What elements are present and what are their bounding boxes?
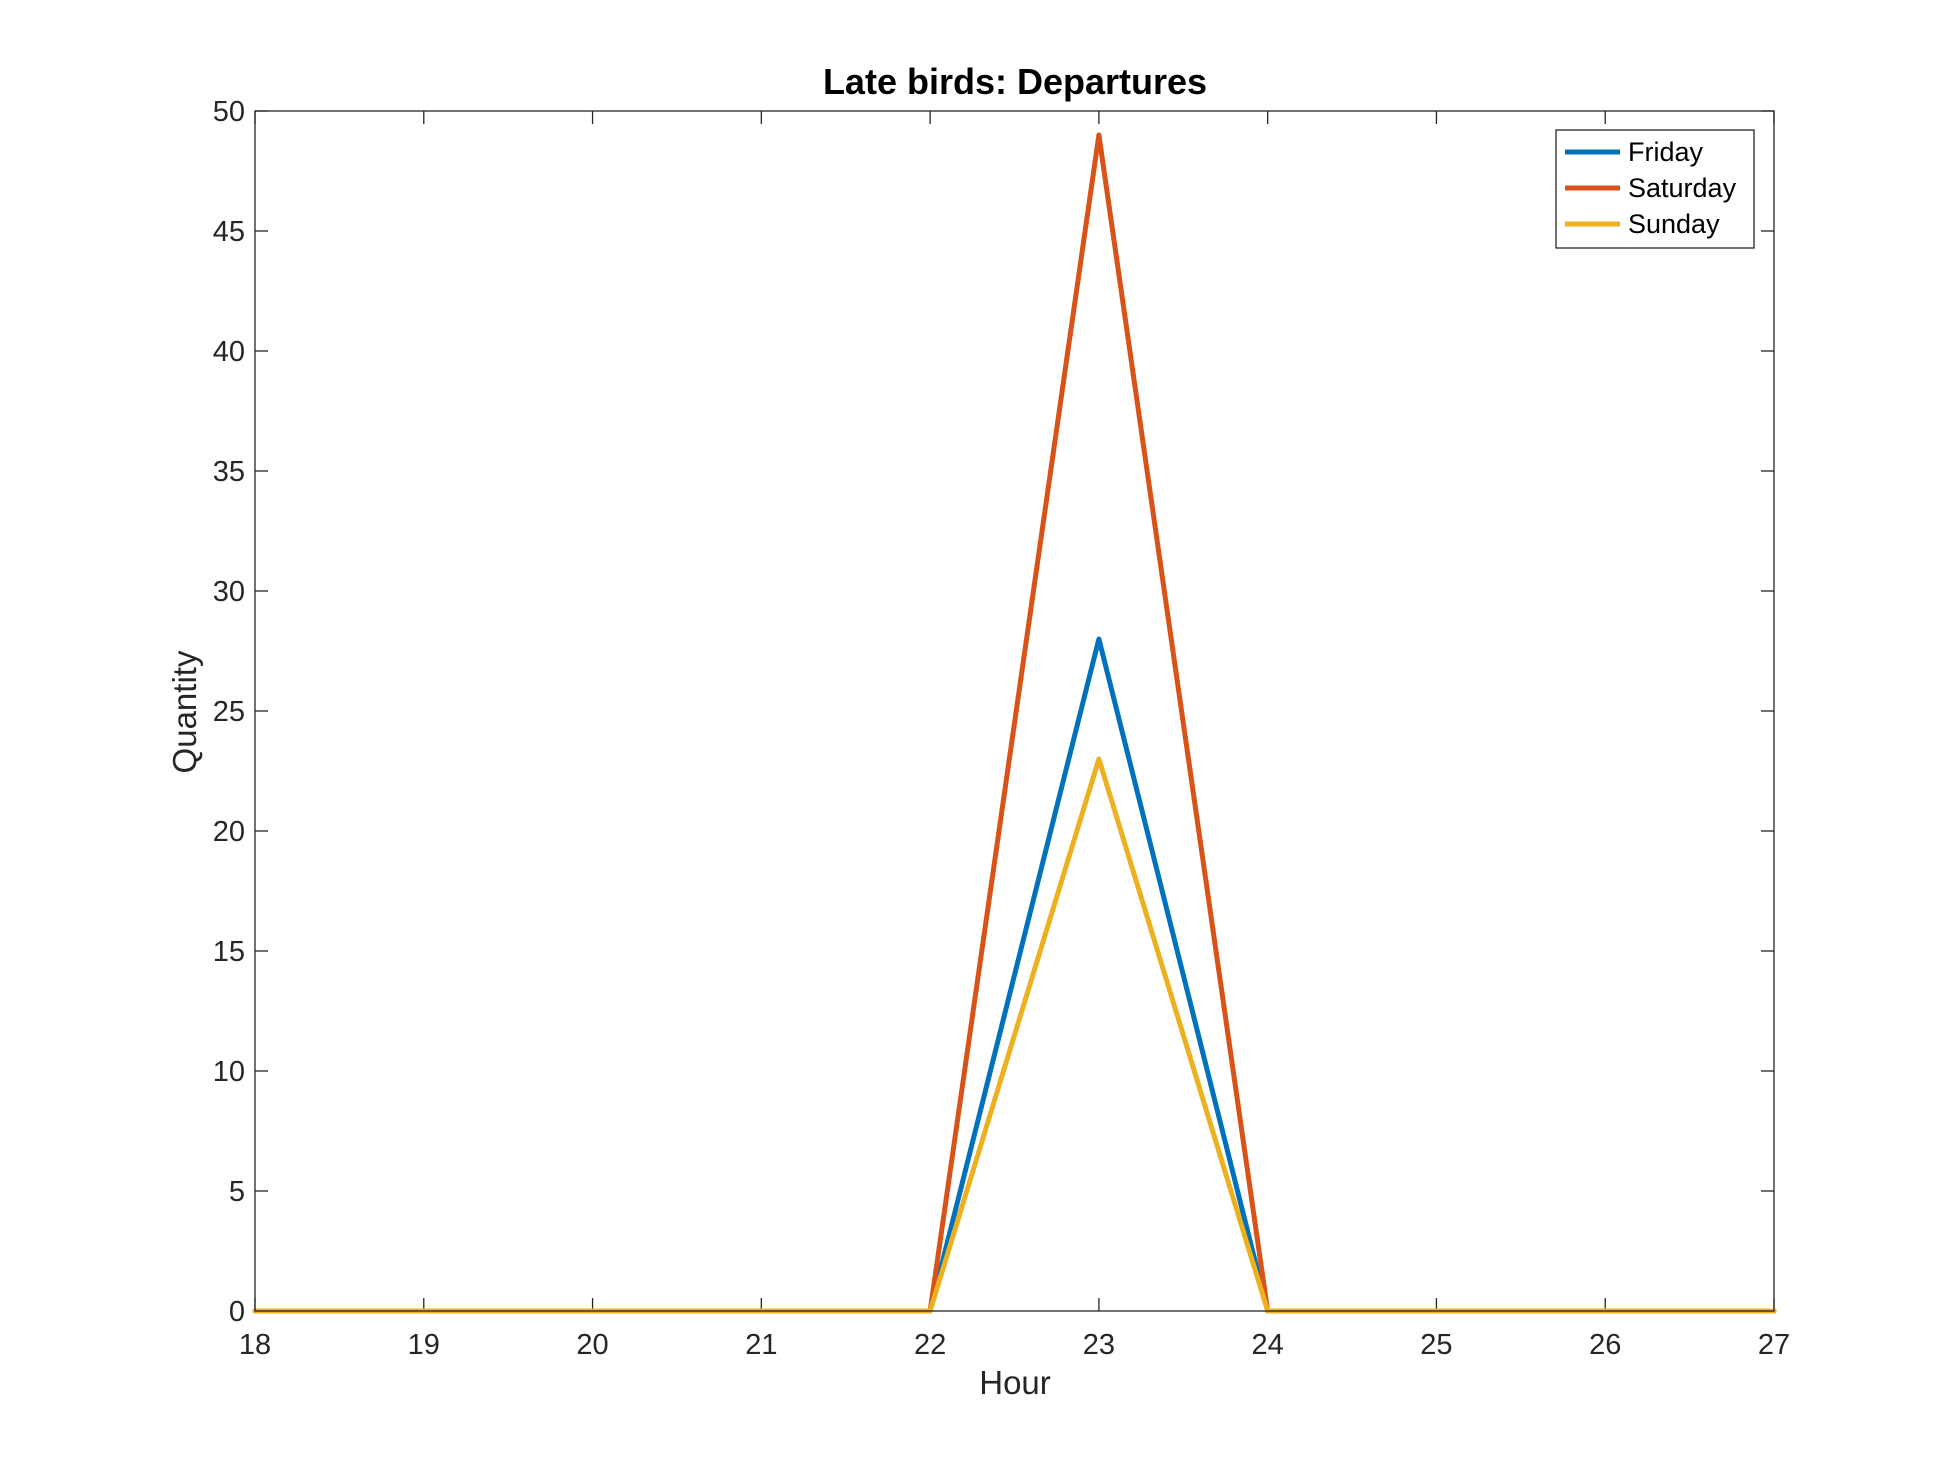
x-tick-label: 18 — [239, 1329, 271, 1361]
legend-label-friday: Friday — [1628, 137, 1704, 167]
y-tick-label: 50 — [213, 96, 245, 128]
y-tick-label: 15 — [213, 936, 245, 968]
x-axis-label: Hour — [979, 1364, 1051, 1401]
x-tick-label: 25 — [1420, 1329, 1452, 1361]
y-tick-label: 0 — [229, 1296, 245, 1328]
y-tick-label: 40 — [213, 336, 245, 368]
x-tick-label: 20 — [576, 1329, 608, 1361]
y-tick-label: 25 — [213, 696, 245, 728]
x-tick-label: 24 — [1252, 1329, 1284, 1361]
plot-frame — [254, 110, 1775, 1312]
x-tick-label: 23 — [1083, 1329, 1115, 1361]
y-tick-label: 10 — [213, 1056, 245, 1088]
x-tick-label: 19 — [408, 1329, 440, 1361]
x-tick-labels: 18 19 20 21 22 23 24 25 26 27 — [239, 1329, 1790, 1361]
x-tick-label: 22 — [914, 1329, 946, 1361]
legend-label-saturday: Saturday — [1628, 173, 1737, 203]
y-tick-labels: 0 5 10 15 20 25 30 35 40 45 50 — [213, 96, 245, 1328]
legend-label-sunday: Sunday — [1628, 209, 1720, 239]
x-tick-label: 26 — [1589, 1329, 1621, 1361]
y-axis-label: Quantity — [166, 650, 203, 773]
y-tick-label: 30 — [213, 576, 245, 608]
legend: Friday Saturday Sunday — [1555, 129, 1755, 249]
y-tick-label: 20 — [213, 816, 245, 848]
y-tick-label: 45 — [213, 216, 245, 248]
chart-title: Late birds: Departures — [823, 61, 1207, 102]
y-tick-label: 5 — [229, 1176, 245, 1208]
x-tick-label: 27 — [1758, 1329, 1790, 1361]
y-tick-label: 35 — [213, 456, 245, 488]
x-tick-label: 21 — [745, 1329, 777, 1361]
